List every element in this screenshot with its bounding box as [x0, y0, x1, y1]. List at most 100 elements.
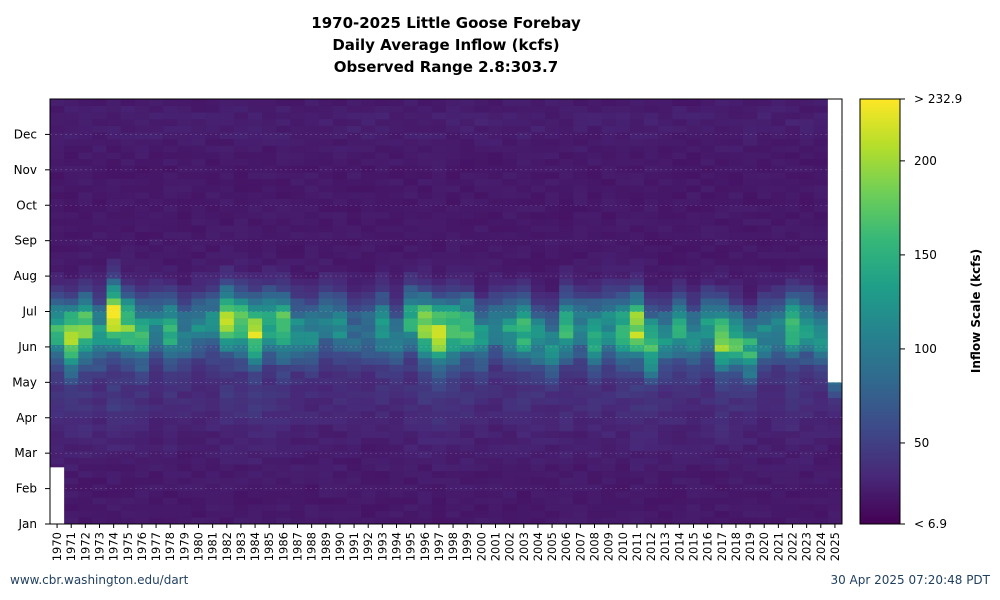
heatmap-cell: [262, 118, 277, 126]
heatmap-cell: [728, 497, 744, 505]
heatmap-cell: [191, 152, 206, 160]
heatmap-cell: [403, 198, 419, 206]
heatmap-cell: [361, 105, 376, 113]
heatmap-cell: [78, 132, 93, 140]
heatmap-cell: [431, 231, 447, 239]
heatmap-cell: [488, 391, 503, 399]
heatmap-cell: [785, 517, 800, 525]
heatmap-cell: [530, 424, 546, 432]
heatmap-cell: [205, 331, 221, 339]
heatmap-cell: [92, 291, 107, 299]
heatmap-cell: [64, 510, 79, 518]
heatmap-cell: [50, 105, 65, 113]
heatmap-cell: [248, 105, 263, 113]
heatmap-cell: [813, 517, 829, 525]
heatmap-cell: [714, 105, 730, 113]
heatmap-cell: [276, 397, 291, 405]
heatmap-cell: [728, 338, 744, 345]
heatmap-cell: [389, 125, 404, 133]
heatmap-cell: [262, 265, 277, 272]
heatmap-cell: [431, 377, 447, 385]
heatmap-cell: [149, 218, 164, 226]
heatmap-cell: [120, 431, 136, 438]
heatmap-cell: [134, 231, 150, 239]
heatmap-cell: [757, 497, 772, 505]
footer-source[interactable]: www.cbr.washington.edu/dart: [10, 573, 189, 587]
heatmap-cell: [163, 431, 178, 438]
heatmap-cell: [50, 265, 65, 272]
heatmap-cell: [120, 132, 136, 140]
heatmap-cell: [64, 99, 79, 106]
heatmap-cell: [629, 291, 645, 299]
x-tick-label: 1975: [121, 532, 135, 561]
heatmap-cell: [191, 450, 206, 458]
y-tick-label: Apr: [16, 411, 37, 425]
heatmap-cell: [615, 191, 631, 199]
heatmap-cell: [629, 470, 645, 478]
x-tick-label: 2022: [786, 532, 800, 561]
heatmap-cell: [262, 431, 277, 438]
heatmap-cell: [757, 431, 772, 438]
heatmap-cell: [120, 344, 136, 352]
heatmap-cell: [587, 218, 602, 226]
heatmap-cell: [785, 431, 800, 438]
heatmap-cell: [530, 377, 546, 385]
heatmap-cell: [629, 371, 645, 379]
heatmap-cell: [714, 112, 730, 120]
heatmap-cell: [262, 112, 277, 120]
heatmap-cell: [375, 298, 390, 306]
heatmap-cell: [446, 132, 461, 140]
heatmap-cell: [728, 377, 744, 385]
heatmap-cell: [686, 517, 701, 525]
heatmap-cell: [347, 225, 362, 233]
heatmap-cell: [262, 178, 277, 186]
heatmap-cell: [106, 265, 122, 272]
heatmap-cell: [813, 384, 829, 392]
heatmap-cell: [262, 172, 277, 179]
heatmap-cell: [700, 437, 716, 445]
heatmap-cell: [191, 497, 206, 505]
heatmap-cell: [106, 364, 122, 372]
heatmap-cell: [233, 284, 249, 292]
heatmap-cell: [587, 311, 602, 319]
heatmap-cell: [248, 99, 263, 106]
heatmap-cell: [530, 457, 546, 465]
heatmap-cell: [149, 291, 164, 299]
heatmap-cell: [686, 484, 701, 492]
heatmap-cell: [644, 470, 659, 478]
heatmap-cell: [644, 265, 659, 272]
x-tick-label: 2011: [630, 532, 644, 561]
heatmap-cell: [134, 211, 150, 219]
heatmap-cell: [474, 105, 489, 113]
heatmap-cell: [573, 112, 588, 120]
heatmap-cell: [827, 457, 843, 465]
heatmap-cell: [502, 165, 518, 173]
heatmap-cell: [347, 271, 362, 279]
heatmap-cell: [601, 450, 617, 458]
heatmap-cell: [78, 450, 93, 458]
heatmap-cell: [700, 291, 716, 299]
heatmap-cell: [728, 178, 744, 186]
heatmap-cell: [601, 178, 617, 186]
heatmap-cell: [219, 477, 235, 485]
heatmap-cell: [347, 278, 362, 286]
heatmap-cell: [304, 484, 320, 492]
heatmap-cell: [545, 324, 560, 332]
heatmap-cell: [516, 344, 532, 352]
heatmap-cell: [205, 351, 221, 359]
heatmap-cell: [276, 152, 291, 160]
heatmap-cell: [120, 211, 136, 219]
heatmap-cell: [50, 324, 65, 332]
heatmap-cell: [318, 384, 334, 392]
heatmap-cell: [446, 218, 461, 226]
heatmap-cell: [332, 198, 348, 206]
heatmap-cell: [417, 444, 433, 452]
heatmap-cell: [64, 497, 79, 505]
heatmap-cell: [502, 457, 518, 465]
heatmap-cell: [813, 510, 829, 518]
heatmap-cell: [233, 185, 249, 193]
heatmap-cell: [64, 371, 79, 379]
heatmap-cell: [743, 172, 758, 179]
heatmap-cell: [629, 231, 645, 239]
heatmap-cell: [644, 477, 659, 485]
